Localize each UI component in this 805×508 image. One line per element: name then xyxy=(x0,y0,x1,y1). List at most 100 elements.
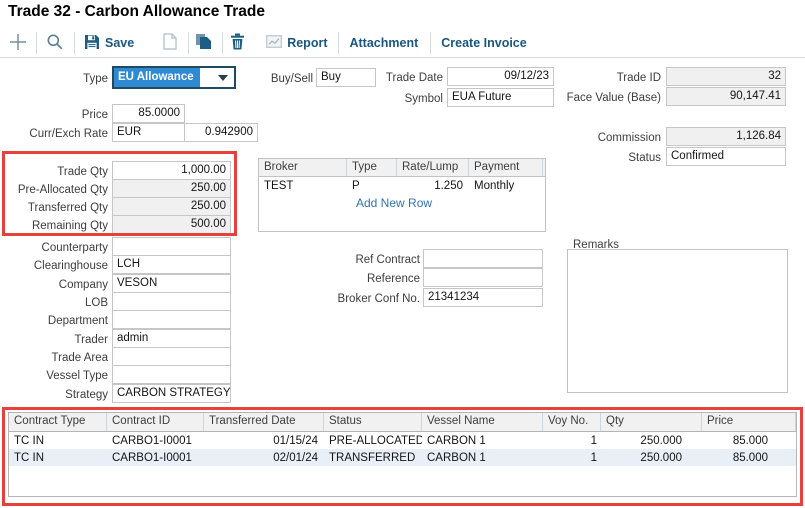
counterparty-field[interactable] xyxy=(112,237,231,256)
contracts-cell[interactable]: CARBON 1 xyxy=(427,451,486,464)
contracts-cell[interactable]: CARBO1-I0001 xyxy=(112,434,192,447)
contracts-cell[interactable]: 01/15/24 xyxy=(273,434,318,447)
contracts-cell[interactable]: CARBON 1 xyxy=(427,434,486,447)
ref-contract-field[interactable] xyxy=(423,249,543,268)
contracts-cell[interactable]: TC IN xyxy=(14,451,45,464)
add-new-row-link[interactable]: Add New Row xyxy=(356,195,433,210)
report-button[interactable]: Report xyxy=(266,34,328,51)
remarks-field[interactable] xyxy=(567,249,788,393)
currency-field[interactable]: EUR xyxy=(112,123,185,142)
contracts-cell[interactable]: 02/01/24 xyxy=(273,451,318,464)
lob-field[interactable] xyxy=(112,292,231,311)
broker-col-header[interactable]: Rate/Lump xyxy=(397,159,469,176)
broker-table-row[interactable]: TEST P 1.250 Monthly xyxy=(259,177,545,194)
trader-label: Trader xyxy=(74,334,108,346)
chevron-down-icon xyxy=(212,68,234,87)
broker-cell[interactable]: TEST xyxy=(264,179,294,192)
broker-conf-no-field[interactable]: 21341234 xyxy=(423,288,543,307)
broker-col-header[interactable]: Broker xyxy=(259,159,347,176)
lob-label: LOB xyxy=(84,297,108,309)
broker-cell[interactable]: 1.250 xyxy=(434,179,463,192)
company-label: Company xyxy=(58,279,108,291)
contracts-col-header[interactable]: Transferred Date xyxy=(204,413,324,431)
search-icon xyxy=(46,33,64,54)
report-icon xyxy=(266,34,283,51)
toolbar-separator xyxy=(74,32,75,54)
trader-field[interactable]: admin xyxy=(112,329,231,348)
toolbar-separator xyxy=(430,32,432,54)
search-button[interactable] xyxy=(46,33,64,54)
add-button[interactable] xyxy=(8,32,28,55)
create-invoice-button[interactable]: Create Invoice xyxy=(441,36,526,50)
broker-conf-no-label: Broker Conf No. xyxy=(337,293,420,305)
new-document-button[interactable] xyxy=(163,33,177,53)
save-button[interactable]: Save xyxy=(84,34,134,53)
contracts-cell[interactable]: TC IN xyxy=(14,434,45,447)
buy-sell-field[interactable]: Buy xyxy=(316,68,376,87)
broker-cell[interactable]: Monthly xyxy=(474,179,515,192)
strategy-field[interactable]: CARBON STRATEGY xyxy=(112,384,231,403)
broker-col-header[interactable]: Payment xyxy=(469,159,543,176)
broker-table: Broker Type Rate/Lump Payment TEST P 1.2… xyxy=(258,158,546,232)
transferred-qty-label: Transferred Qty xyxy=(27,202,108,214)
price-field[interactable]: 85.0000 xyxy=(112,104,185,123)
trade-date-field[interactable]: 09/12/23 xyxy=(447,67,554,86)
copy-button[interactable] xyxy=(195,33,212,53)
exch-rate-field[interactable]: 0.942900 xyxy=(184,123,258,142)
contracts-col-header[interactable]: Qty xyxy=(601,413,702,431)
status-field[interactable]: Confirmed xyxy=(666,147,786,166)
contracts-col-header[interactable]: Contract Type xyxy=(9,413,107,431)
department-field[interactable] xyxy=(112,310,231,329)
broker-cell[interactable]: P xyxy=(352,179,360,192)
contracts-col-header[interactable]: Price xyxy=(702,413,796,431)
trade-area-field[interactable] xyxy=(112,347,231,366)
type-dropdown[interactable]: EU Allowance xyxy=(112,66,236,89)
trade-date-label: Trade Date xyxy=(385,72,443,84)
contracts-cell[interactable]: PRE-ALLOCATED xyxy=(329,434,422,447)
contracts-table-header: Contract Type Contract ID Transferred Da… xyxy=(9,413,796,432)
company-field[interactable]: VESON xyxy=(112,274,231,293)
contracts-col-header[interactable]: Status xyxy=(324,413,422,431)
trade-qty-field[interactable]: 1,000.00 xyxy=(112,161,231,180)
delete-button[interactable] xyxy=(230,33,245,53)
trade-qty-label: Trade Qty xyxy=(57,166,108,178)
strategy-label: Strategy xyxy=(65,389,108,401)
contracts-cell[interactable]: CARBO1-I0001 xyxy=(112,451,192,464)
buy-sell-label: Buy/Sell xyxy=(270,73,313,85)
contracts-col-header[interactable]: Voy No. xyxy=(543,413,601,431)
toolbar-separator xyxy=(188,32,190,54)
toolbar: Save Report Attachment Create Invoice xyxy=(8,29,527,57)
contracts-cell[interactable]: 85.000 xyxy=(732,434,768,447)
trash-icon xyxy=(230,33,245,53)
clearinghouse-field[interactable]: LCH xyxy=(112,255,231,274)
status-label: Status xyxy=(628,152,661,164)
contracts-col-header[interactable]: Vessel Name xyxy=(422,413,543,431)
broker-col-header[interactable]: Type xyxy=(347,159,397,176)
toolbar-separator xyxy=(222,32,224,54)
contracts-cell[interactable]: 85.000 xyxy=(732,451,768,464)
type-label: Type xyxy=(83,73,108,85)
contracts-cell[interactable]: 250.000 xyxy=(640,451,682,464)
attachment-label: Attachment xyxy=(349,36,419,50)
vessel-type-label: Vessel Type xyxy=(46,370,108,382)
trade-id-field: 32 xyxy=(666,67,786,86)
contracts-table-row[interactable]: TC IN CARBO1-I0001 01/15/24 PRE-ALLOCATE… xyxy=(9,432,796,449)
contracts-col-header[interactable]: Contract ID xyxy=(107,413,204,431)
remaining-qty-field: 500.00 xyxy=(112,215,231,234)
report-label: Report xyxy=(287,36,328,50)
commission-label: Commission xyxy=(597,132,661,144)
attachment-button[interactable]: Attachment xyxy=(349,36,418,50)
broker-table-header: Broker Type Rate/Lump Payment xyxy=(259,159,545,177)
contracts-cell[interactable]: 1 xyxy=(590,434,597,447)
commission-field: 1,126.84 xyxy=(666,127,786,146)
symbol-field[interactable]: EUA Future xyxy=(447,88,554,107)
contracts-cell[interactable]: 1 xyxy=(590,451,597,464)
copy-icon xyxy=(195,33,212,53)
contracts-cell[interactable]: TRANSFERRED xyxy=(329,451,416,464)
vessel-type-field[interactable] xyxy=(112,365,231,384)
contracts-cell[interactable]: 250.000 xyxy=(640,434,682,447)
department-label: Department xyxy=(47,315,108,327)
contracts-table-row[interactable]: TC IN CARBO1-I0001 02/01/24 TRANSFERRED … xyxy=(9,449,796,466)
reference-field[interactable] xyxy=(423,268,543,287)
